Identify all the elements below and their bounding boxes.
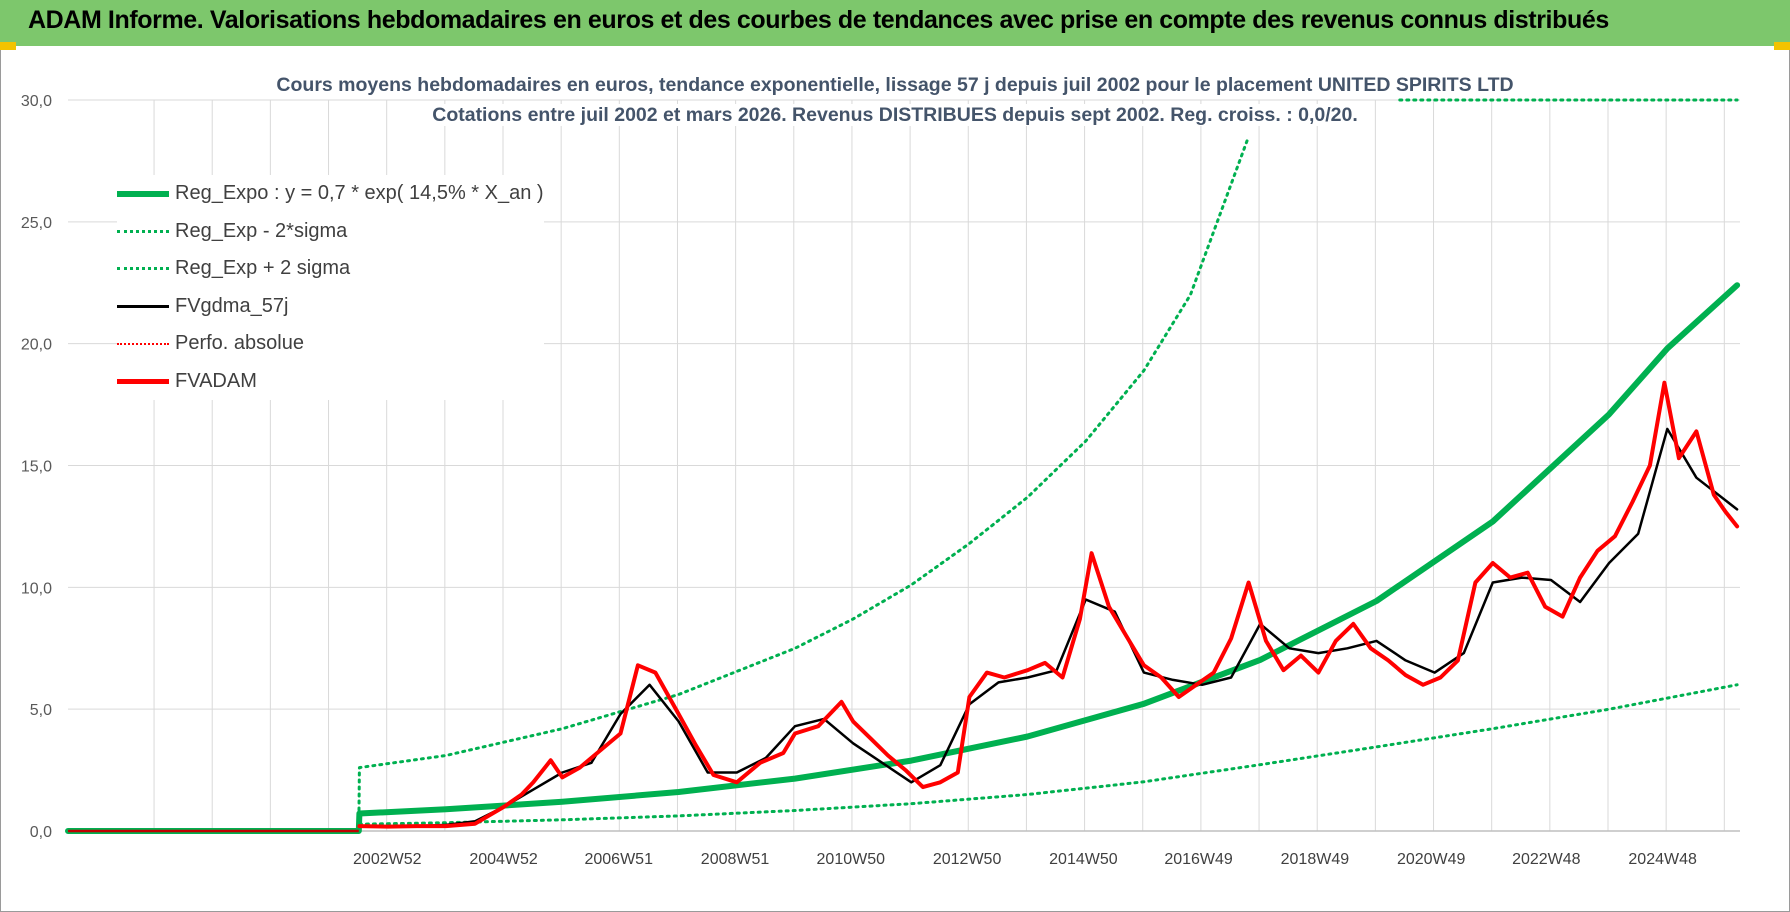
- y-tick-label: 5,0: [30, 702, 52, 719]
- x-tick-label: 2018W49: [1281, 851, 1350, 868]
- legend-swatch-reg-minus: [117, 229, 169, 233]
- legend-label-fvgdma: FVgdma_57j: [175, 294, 289, 317]
- corner-marker-right: [1774, 42, 1790, 50]
- x-tick-label: 2014W50: [1049, 851, 1118, 868]
- legend-item-fvgdma: FVgdma_57j: [117, 288, 544, 326]
- legend-item-reg-expo: Reg_Expo : y = 0,7 * exp( 14,5% * X_an ): [117, 175, 544, 213]
- header-banner: ADAM Informe. Valorisations hebdomadaire…: [0, 0, 1790, 46]
- x-tick-label: 2022W48: [1512, 851, 1581, 868]
- x-tick-label: 2004W52: [469, 851, 538, 868]
- chart-legend: Reg_Expo : y = 0,7 * exp( 14,5% * X_an )…: [117, 175, 544, 400]
- legend-item-fvadam: FVADAM: [117, 363, 544, 401]
- legend-swatch-perfo: [117, 342, 169, 345]
- legend-item-perfo: Perfo. absolue: [117, 325, 544, 363]
- x-tick-label: 2020W49: [1397, 851, 1466, 868]
- x-tick-label: 2012W50: [933, 851, 1002, 868]
- y-tick-label: 30,0: [21, 93, 52, 110]
- legend-swatch-reg-plus: [117, 267, 169, 271]
- legend-label-reg-minus: Reg_Exp - 2*sigma: [175, 219, 348, 242]
- legend-item-reg-plus: Reg_Exp + 2 sigma: [117, 250, 544, 288]
- page-title: ADAM Informe. Valorisations hebdomadaire…: [28, 6, 1609, 34]
- x-tick-label: 2010W50: [817, 851, 886, 868]
- x-tick-label: 2024W48: [1628, 851, 1697, 868]
- series-lines: [65, 98, 1741, 834]
- legend-label-fvadam: FVADAM: [175, 369, 257, 392]
- y-tick-label: 20,0: [21, 337, 52, 354]
- y-tick-label: 25,0: [21, 215, 52, 232]
- legend-label-perfo: Perfo. absolue: [175, 332, 304, 355]
- legend-swatch-fvadam: [117, 378, 169, 384]
- x-tick-label: 2006W51: [584, 851, 653, 868]
- series-reg-plus: [357, 135, 1251, 833]
- y-tick-label: 10,0: [21, 580, 52, 597]
- legend-item-reg-minus: Reg_Exp - 2*sigma: [117, 213, 544, 251]
- chart-title: Cours moyens hebdomadaires en euros, ten…: [272, 74, 1518, 96]
- legend-label-reg-expo: Reg_Expo : y = 0,7 * exp( 14,5% * X_an ): [175, 182, 544, 205]
- y-tick-label: 0,0: [30, 824, 52, 841]
- legend-swatch-fvgdma: [117, 304, 169, 308]
- axis-ticks: 0,0 5,0 10,0 15,0 20,0 25,0 30,0 2002W52 2004W52…: [21, 93, 1697, 868]
- chart-subtitle: Cotations entre juil 2002 et mars 2026. …: [428, 104, 1362, 126]
- legend-swatch-reg-expo: [117, 190, 169, 197]
- x-tick-label: 2016W49: [1164, 851, 1233, 868]
- chart-title-block: Cours moyens hebdomadaires en euros, ten…: [0, 70, 1790, 130]
- legend-label-reg-plus: Reg_Exp + 2 sigma: [175, 257, 351, 280]
- x-tick-label: 2008W51: [701, 851, 770, 868]
- corner-marker-left: [0, 42, 16, 50]
- series-fvadam: [357, 380, 1740, 829]
- series-reg-expo: [65, 282, 1741, 834]
- series-reg-minus: [357, 683, 1739, 826]
- x-tick-label: 2002W52: [353, 851, 422, 868]
- y-tick-label: 15,0: [21, 459, 52, 476]
